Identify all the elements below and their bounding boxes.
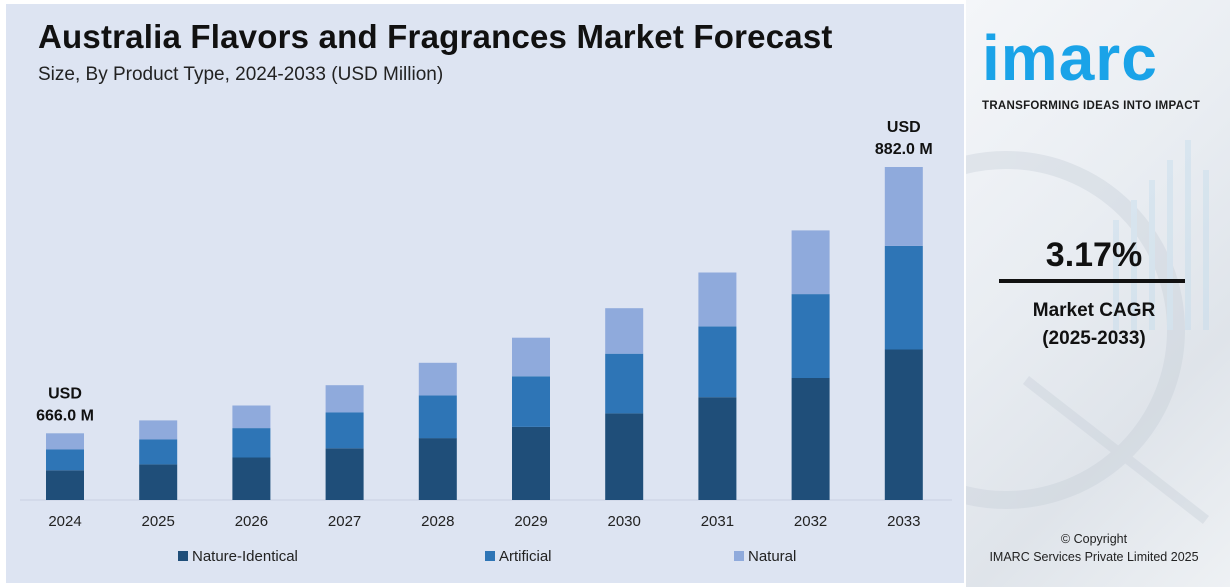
cagr-divider [999,279,1185,283]
stacked-bar-chart: 2024 2025 2026 2027 2028 2029 2030 2031 2032 2033… [20,119,952,565]
bar-segment-2026-2 [232,405,271,429]
bar-segment-2026-0 [232,457,271,500]
bar-segment-2027-2 [325,385,364,413]
bar-segment-2024-1 [46,449,84,471]
bar-segment-2024-2 [46,433,84,450]
x-tick-label-2028: 2028 [421,513,454,530]
side-panel: imarc TRANSFORMING IDEAS INTO IMPACT 3.1… [966,0,1230,587]
bar-segment-2027-0 [325,448,364,500]
cagr-label: Market CAGR (2025-2033) [966,297,1222,353]
bar-segment-2025-1 [139,439,178,465]
value-annotations: USD 666.0 M USD 882.0 M [36,119,933,424]
x-tick-label-2032: 2032 [794,513,827,530]
cagr-label-line1: Market CAGR [1032,300,1156,321]
annotation-line1-2033: USD [887,119,921,136]
copyright-line1: © Copyright [1060,532,1128,546]
bar-segment-2030-0 [605,413,644,500]
legend: Nature-Identical Artificial Natural [178,548,796,565]
background-chart-graphic [966,140,1210,524]
legend-swatch-2 [734,551,744,561]
bar-segment-2025-2 [139,420,178,440]
legend-label-2: Natural [748,548,796,565]
legend-swatch-0 [178,551,188,561]
imarc-logo: imarc [982,22,1158,94]
bar-segment-2033-0 [884,349,923,500]
x-tick-label-2033: 2033 [887,513,920,530]
bar-segment-2032-1 [791,294,830,378]
chart-title: Australia Flavors and Fragrances Market … [38,18,833,55]
x-tick-label-2031: 2031 [701,513,734,530]
bar-segment-2027-1 [325,412,364,449]
copyright: © Copyright IMARC Services Private Limit… [966,530,1222,566]
x-tick-label-2025: 2025 [142,513,175,530]
bar-segment-2028-2 [418,362,457,396]
bar-segment-2029-1 [512,376,550,427]
annotation-line1-2024: USD [48,385,82,402]
logo-tagline: TRANSFORMING IDEAS INTO IMPACT [982,100,1201,112]
legend-label-1: Artificial [499,548,552,565]
bar-segment-2028-0 [418,438,457,500]
chart-subtitle: Size, By Product Type, 2024-2033 (USD Mi… [38,64,444,85]
bar-segment-2031-1 [698,326,737,398]
bar-segment-2032-0 [791,377,830,500]
x-tick-labels: 2024 2025 2026 2027 2028 2029 2030 2031 2032 2033 [48,513,920,530]
x-tick-label-2029: 2029 [514,513,547,530]
bar-segment-2029-0 [512,426,550,500]
bar-segment-2028-1 [418,395,457,439]
legend-label-0: Nature-Identical [192,548,298,565]
x-tick-label-2030: 2030 [608,513,641,530]
bar-segment-2026-1 [232,428,271,458]
bars-group [46,167,923,500]
x-tick-label-2026: 2026 [235,513,268,530]
annotation-line2-2033: 882.0 M [875,141,933,158]
bar-segment-2031-0 [698,397,737,500]
bar-segment-2024-0 [46,470,84,500]
copyright-line2: IMARC Services Private Limited 2025 [989,550,1199,564]
annotation-line2-2024: 666.0 M [36,407,94,424]
bar-segment-2032-2 [791,230,830,295]
x-tick-label-2027: 2027 [328,513,361,530]
bar-segment-2029-2 [512,337,550,377]
bar-segment-2033-1 [884,245,923,350]
cagr-label-line2: (2025-2033) [1042,328,1146,349]
bar-segment-2030-1 [605,353,644,414]
bar-segment-2031-2 [698,272,737,327]
bar-segment-2025-0 [139,464,178,500]
x-tick-label-2024: 2024 [48,513,81,530]
bar-segment-2033-2 [884,167,923,246]
bar-segment-2030-2 [605,308,644,354]
cagr-value: 3.17% [1045,236,1143,274]
legend-swatch-1 [485,551,495,561]
